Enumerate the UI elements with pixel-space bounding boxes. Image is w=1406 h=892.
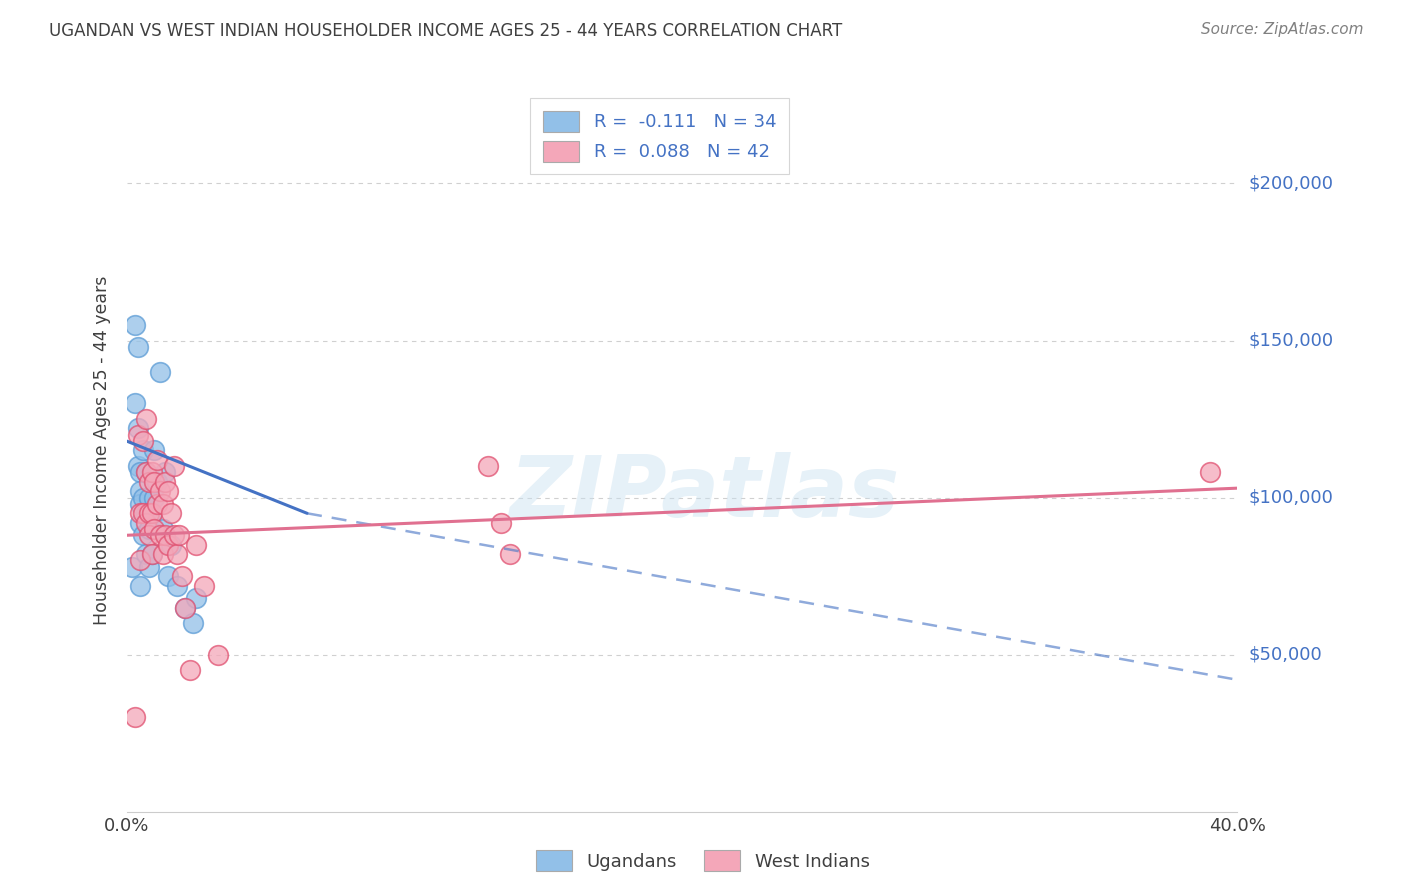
Point xyxy=(163,459,186,474)
Point xyxy=(157,484,180,499)
Y-axis label: Householder Income Ages 25 - 44 years: Householder Income Ages 25 - 44 years xyxy=(93,276,111,625)
Point xyxy=(129,484,152,499)
Point xyxy=(129,578,152,592)
Point xyxy=(149,365,172,379)
Point xyxy=(152,497,174,511)
Point xyxy=(132,491,155,505)
Point xyxy=(169,528,191,542)
Point xyxy=(141,547,163,561)
Point xyxy=(181,616,204,631)
Point xyxy=(138,528,160,542)
Point xyxy=(173,600,195,615)
Point xyxy=(124,318,146,332)
Point xyxy=(184,538,207,552)
Point xyxy=(172,569,194,583)
Text: $150,000: $150,000 xyxy=(1249,332,1333,350)
Point xyxy=(146,453,169,467)
Point xyxy=(179,664,201,678)
Point xyxy=(499,547,522,561)
Point xyxy=(146,475,169,489)
Text: UGANDAN VS WEST INDIAN HOUSEHOLDER INCOME AGES 25 - 44 YEARS CORRELATION CHART: UGANDAN VS WEST INDIAN HOUSEHOLDER INCOM… xyxy=(49,22,842,40)
Point xyxy=(135,516,157,530)
Point xyxy=(157,538,180,552)
Point xyxy=(157,569,180,583)
Point xyxy=(135,412,157,426)
Point xyxy=(129,497,152,511)
Text: Source: ZipAtlas.com: Source: ZipAtlas.com xyxy=(1201,22,1364,37)
Point xyxy=(193,578,215,592)
Point xyxy=(135,466,157,480)
Legend: R =  -0.111   N = 34, R =  0.088   N = 42: R = -0.111 N = 34, R = 0.088 N = 42 xyxy=(530,98,789,174)
Point xyxy=(124,710,146,724)
Point xyxy=(138,491,160,505)
Point xyxy=(160,538,183,552)
Point xyxy=(173,600,195,615)
Point xyxy=(127,340,149,354)
Point xyxy=(155,466,177,480)
Point xyxy=(146,497,169,511)
Point xyxy=(1198,466,1220,480)
Point xyxy=(141,506,163,520)
Point xyxy=(129,466,152,480)
Point xyxy=(138,522,160,536)
Point xyxy=(160,506,183,520)
Point xyxy=(155,475,177,489)
Point xyxy=(135,506,157,520)
Point xyxy=(163,528,186,542)
Point xyxy=(155,528,177,542)
Point xyxy=(207,648,229,662)
Point xyxy=(166,547,188,561)
Point xyxy=(127,421,149,435)
Point xyxy=(135,466,157,480)
Text: $50,000: $50,000 xyxy=(1249,646,1322,664)
Point xyxy=(141,506,163,520)
Point xyxy=(166,578,188,592)
Point xyxy=(129,516,152,530)
Point xyxy=(138,506,160,520)
Text: $200,000: $200,000 xyxy=(1249,175,1333,193)
Point xyxy=(129,553,152,567)
Point xyxy=(143,443,166,458)
Point xyxy=(491,516,513,530)
Point xyxy=(138,559,160,574)
Point xyxy=(143,522,166,536)
Point xyxy=(141,547,163,561)
Point xyxy=(149,484,172,499)
Point xyxy=(135,547,157,561)
Point xyxy=(138,475,160,489)
Point xyxy=(477,459,499,474)
Point xyxy=(124,396,146,410)
Point xyxy=(132,506,155,520)
Point xyxy=(152,547,174,561)
Point xyxy=(152,522,174,536)
Point xyxy=(184,591,207,606)
Point xyxy=(132,528,155,542)
Point xyxy=(132,434,155,448)
Text: $100,000: $100,000 xyxy=(1249,489,1333,507)
Point xyxy=(127,427,149,442)
Point xyxy=(143,491,166,505)
Point xyxy=(121,559,143,574)
Point xyxy=(149,528,172,542)
Point xyxy=(141,466,163,480)
Point xyxy=(132,443,155,458)
Point xyxy=(143,475,166,489)
Point xyxy=(127,459,149,474)
Text: ZIPatlas: ZIPatlas xyxy=(509,452,900,535)
Point xyxy=(129,506,152,520)
Legend: Ugandans, West Indians: Ugandans, West Indians xyxy=(529,843,877,879)
